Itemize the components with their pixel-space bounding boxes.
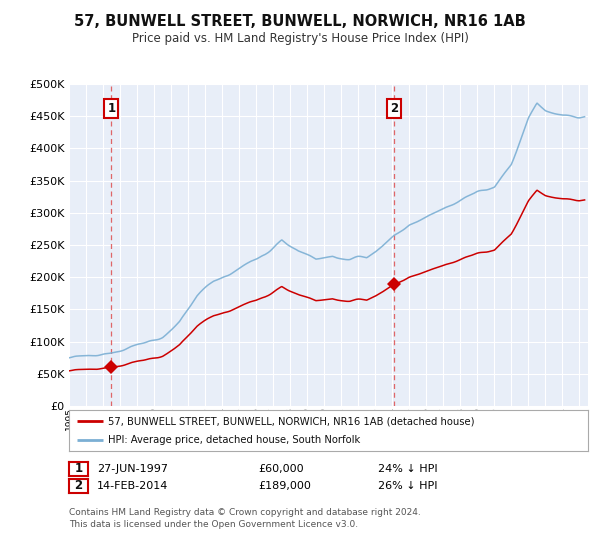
Text: £189,000: £189,000	[258, 480, 311, 491]
Text: Price paid vs. HM Land Registry's House Price Index (HPI): Price paid vs. HM Land Registry's House …	[131, 32, 469, 45]
Text: Contains HM Land Registry data © Crown copyright and database right 2024.
This d: Contains HM Land Registry data © Crown c…	[69, 508, 421, 529]
Text: 2: 2	[74, 479, 83, 492]
Text: £60,000: £60,000	[258, 464, 304, 474]
Text: 57, BUNWELL STREET, BUNWELL, NORWICH, NR16 1AB: 57, BUNWELL STREET, BUNWELL, NORWICH, NR…	[74, 14, 526, 29]
Text: 24% ↓ HPI: 24% ↓ HPI	[378, 464, 437, 474]
Text: 57, BUNWELL STREET, BUNWELL, NORWICH, NR16 1AB (detached house): 57, BUNWELL STREET, BUNWELL, NORWICH, NR…	[108, 417, 475, 426]
Text: 2: 2	[390, 102, 398, 115]
Text: 14-FEB-2014: 14-FEB-2014	[97, 480, 169, 491]
Text: 26% ↓ HPI: 26% ↓ HPI	[378, 480, 437, 491]
Text: HPI: Average price, detached house, South Norfolk: HPI: Average price, detached house, Sout…	[108, 435, 360, 445]
Text: 1: 1	[74, 462, 83, 475]
Text: 1: 1	[107, 102, 115, 115]
Text: 27-JUN-1997: 27-JUN-1997	[97, 464, 168, 474]
